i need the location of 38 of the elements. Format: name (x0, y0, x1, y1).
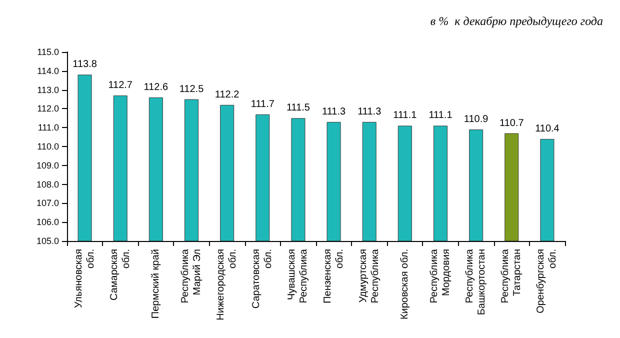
data-label: 112.7 (108, 80, 133, 91)
x-tick-label: Республика Башкортостан (464, 248, 488, 316)
data-label: 111.7 (250, 98, 275, 110)
y-tick-label: 109.0 (36, 160, 59, 170)
x-tick-label: Республика Марий Эл (180, 248, 203, 304)
data-label: 112.2 (214, 89, 240, 100)
data-label: 111.1 (393, 110, 418, 122)
x-tick-label: Пермский край (150, 249, 162, 319)
data-label: 110.7 (499, 118, 524, 129)
data-label: 113.8 (72, 59, 98, 70)
y-tick-label: 110.0 (37, 142, 59, 152)
y-tick-label: 108.0 (36, 179, 59, 190)
data-label: 110.9 (464, 114, 489, 125)
y-tick-label: 115.0 (37, 47, 59, 57)
data-label: 111.5 (286, 102, 310, 114)
x-tick-label: Нижегородская обл. (216, 249, 239, 320)
x-tick-label: Республика Мордовия (429, 248, 452, 304)
x-tick-label: Кировская обл. (399, 249, 410, 320)
x-tick-label: Пензенская обл. (322, 249, 346, 304)
data-label: 111.3 (358, 106, 382, 118)
y-tick-label: 113.0 (37, 84, 59, 95)
x-tick-label: Самарская обл. (108, 249, 132, 300)
data-label: 111.3 (322, 106, 346, 118)
data-label: 110.4 (535, 123, 560, 134)
x-tick-label: Оренбургская обл. (536, 249, 559, 314)
y-tick-label: 114.0 (37, 66, 59, 76)
y-tick-label: 107.0 (36, 198, 59, 208)
data-label: 112.6 (144, 82, 168, 93)
data-label: 111.1 (428, 110, 453, 122)
x-tick-label: Ульяновская обл. (73, 249, 96, 308)
y-tick-label: 106.0 (36, 217, 59, 228)
y-tick-label: 105.0 (36, 236, 59, 246)
data-label: 112.5 (179, 84, 204, 95)
x-tick-label: Саратовская обл. (251, 249, 274, 309)
chart-title: в % к декабрю предыдущего года (430, 14, 603, 28)
y-tick-label: 112.0 (37, 104, 59, 114)
y-tick-label: 111.0 (38, 122, 59, 133)
x-tick-label: Республика Татарстан (500, 248, 524, 304)
